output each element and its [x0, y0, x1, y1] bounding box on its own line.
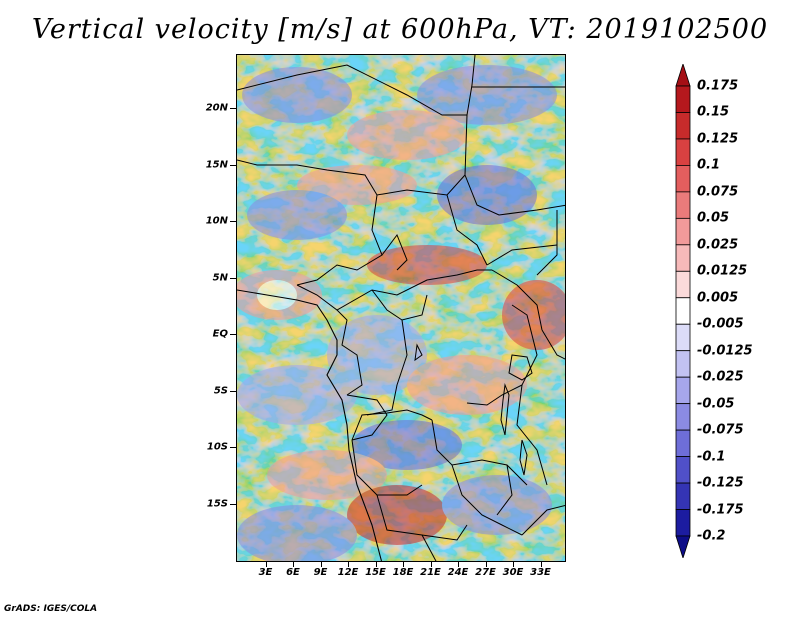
colorbar-segment — [675, 376, 691, 405]
colorbar-segment — [675, 217, 691, 246]
velocity-field — [237, 55, 565, 561]
colorbar-segment — [675, 297, 691, 325]
lat-tick-label: 10S — [206, 441, 228, 453]
lon-tick-label: 3E — [258, 567, 273, 578]
colorbar-label: -0.125 — [697, 475, 744, 491]
map-title: Vertical velocity [m/s] at 600hPa, VT: 2… — [31, 14, 769, 45]
colorbar-segment — [675, 535, 691, 558]
colorbar-segment — [675, 138, 691, 166]
lat-tick — [230, 164, 236, 166]
colorbar-label: -0.075 — [697, 422, 744, 438]
lon-tick — [403, 562, 404, 567]
colorbar-label: 0.075 — [697, 184, 739, 200]
colorbar-label: 0.125 — [697, 131, 739, 147]
colorbar-segment — [675, 64, 691, 87]
colorbar-segment — [675, 456, 691, 484]
colorbar-label: -0.005 — [697, 316, 744, 332]
lon-tick-label: 6E — [286, 567, 300, 578]
lon-tick — [375, 562, 377, 567]
lon-tick-label: 18E — [392, 567, 414, 578]
colorbar-label: 0.1 — [697, 157, 721, 173]
lat-tick-label: 5S — [213, 385, 228, 397]
country-borders — [237, 55, 565, 561]
lat-tick-label: 20N — [205, 102, 228, 114]
lon-tick-label: 15E — [365, 567, 386, 578]
lat-tick — [230, 447, 236, 449]
colorbar-label: -0.0125 — [697, 343, 753, 359]
colorbar-label: -0.1 — [697, 449, 726, 465]
lat-tick-label: 15S — [206, 498, 228, 510]
colorbar-label: -0.2 — [697, 528, 726, 544]
colorbar-label: 0.05 — [697, 210, 730, 226]
colorbar-label: 0.15 — [697, 104, 730, 120]
map-plot-area — [236, 54, 566, 562]
lon-tick — [320, 562, 322, 567]
lon-tick-label: 33E — [530, 567, 551, 578]
colorbar — [675, 64, 691, 558]
lat-tick — [230, 277, 236, 279]
lon-tick-label: 9E — [313, 567, 328, 578]
colorbar-segment — [675, 323, 691, 352]
colorbar-segment — [675, 85, 691, 113]
colorbar-label: -0.05 — [697, 396, 735, 412]
lat-tick-label: 15N — [205, 159, 228, 171]
lon-tick-label: 24E — [447, 567, 469, 578]
lat-tick — [230, 390, 236, 392]
colorbar-segment — [675, 429, 691, 457]
lon-tick-label: 12E — [337, 567, 359, 578]
colorbar-segment — [675, 350, 691, 378]
colorbar-label: -0.175 — [697, 502, 744, 518]
colorbar-segment — [675, 244, 691, 272]
colorbar-label: 0.025 — [697, 237, 739, 253]
lat-tick — [230, 503, 236, 505]
lon-tick — [458, 562, 459, 567]
field-patches — [237, 65, 565, 561]
colorbar-label: 0.0125 — [697, 263, 748, 279]
colorbar-label: -0.025 — [697, 369, 744, 385]
colorbar-segment — [675, 191, 691, 219]
lon-tick — [348, 562, 349, 567]
colorbar-segment — [675, 112, 691, 140]
lon-tick — [540, 562, 542, 567]
lat-tick — [230, 108, 236, 110]
lon-tick — [430, 562, 432, 567]
grads-credit: GrADS: IGES/COLA — [4, 604, 98, 614]
colorbar-segment — [675, 270, 691, 299]
lon-tick — [265, 562, 267, 567]
colorbar-label: 0.005 — [697, 290, 739, 306]
lon-tick — [485, 562, 487, 567]
colorbar-label: 0.175 — [697, 78, 739, 94]
lat-tick-label: 5N — [212, 272, 228, 284]
colorbar-segment — [675, 403, 691, 431]
colorbar-segment — [675, 509, 691, 537]
lat-tick-label: EQ — [212, 328, 228, 340]
colorbar-segment — [675, 482, 691, 510]
lon-tick-label: 27E — [475, 567, 496, 578]
lat-tick-label: 10N — [205, 215, 228, 227]
lon-tick-label: 21E — [420, 567, 441, 578]
lat-tick — [230, 334, 236, 336]
lat-tick — [230, 221, 236, 223]
lon-tick — [513, 562, 514, 567]
lon-tick — [293, 562, 294, 567]
lon-tick-label: 30E — [502, 567, 524, 578]
colorbar-segment — [675, 165, 691, 193]
